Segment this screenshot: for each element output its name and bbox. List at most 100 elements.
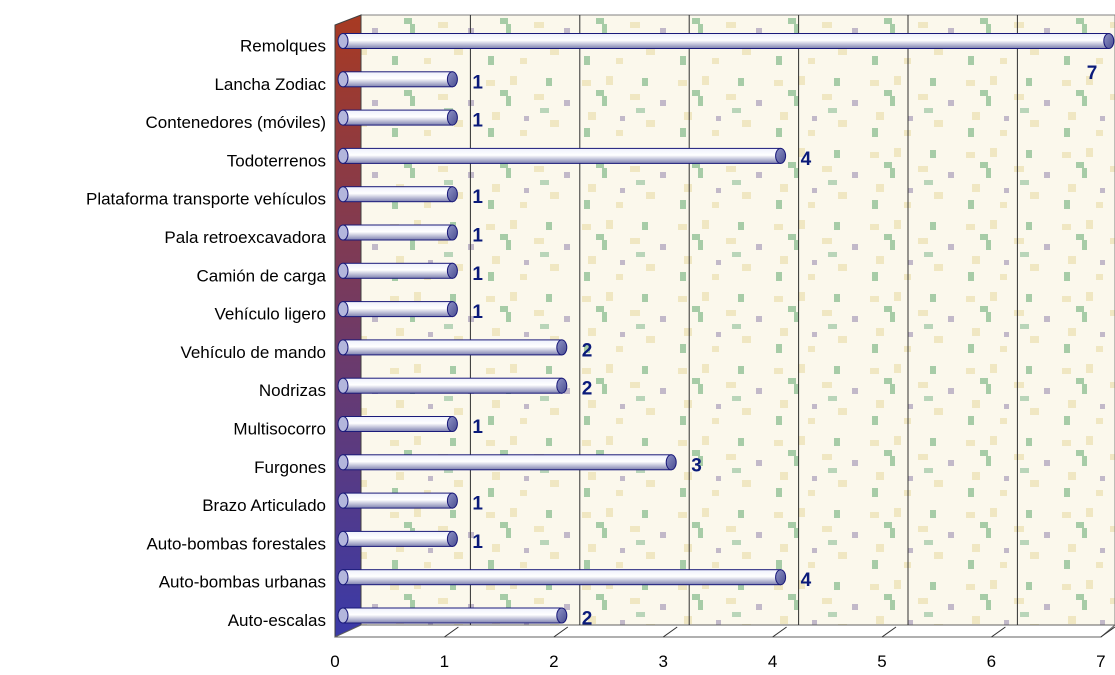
bar — [337, 339, 568, 356]
bar-end-cap — [446, 416, 458, 432]
bar-start-cap — [337, 71, 349, 88]
data-label: 1 — [472, 264, 483, 285]
bar-body — [342, 109, 453, 126]
x-tick-label: 0 — [330, 652, 339, 671]
x-tick-labels: 0 1 2 3 4 5 6 7 — [330, 652, 1105, 671]
bar-body — [342, 186, 453, 203]
data-label: 1 — [472, 494, 483, 515]
category-label: Nodrizas — [259, 381, 326, 400]
bar-end-cap — [556, 377, 568, 394]
data-label: 1 — [472, 302, 483, 323]
bar-body — [342, 607, 563, 624]
bar-body — [342, 262, 453, 279]
bar — [337, 530, 458, 547]
bar-body — [342, 377, 563, 394]
bar — [337, 71, 458, 88]
floor-tick — [553, 626, 569, 638]
bar-start-cap — [337, 569, 349, 586]
data-labels: 7 1 1 4 1 1 1 1 2 2 1 3 1 1 4 2 — [472, 63, 1097, 630]
bar-end-cap — [775, 569, 787, 586]
bar-start-cap — [337, 454, 349, 471]
bar-body — [342, 492, 453, 509]
bar-end-cap — [556, 339, 568, 356]
bar-end-cap — [665, 454, 677, 471]
data-label: 2 — [582, 379, 593, 400]
category-label: Auto-bombas urbanas — [159, 573, 326, 592]
data-label: 4 — [801, 149, 812, 170]
data-label: 7 — [1087, 63, 1098, 84]
bar-start-cap — [337, 530, 349, 547]
category-label: Contenedores (móviles) — [146, 113, 326, 132]
bar-body — [342, 224, 453, 241]
floor-tick — [772, 626, 787, 638]
data-label: 1 — [472, 111, 483, 132]
bar-body — [342, 569, 782, 586]
bar-start-cap — [337, 224, 349, 241]
bar — [337, 301, 458, 318]
bar-body — [342, 339, 563, 356]
bar — [337, 454, 677, 471]
bar-end-cap — [775, 147, 787, 164]
bar — [337, 147, 787, 164]
bar-body — [342, 301, 453, 318]
bar — [337, 607, 568, 624]
bar-end-cap — [446, 530, 458, 547]
bar-start-cap — [337, 33, 349, 49]
bar-start-cap — [337, 186, 349, 203]
bar — [337, 569, 787, 586]
category-label: Pala retroexcavadora — [164, 228, 326, 247]
bar-start-cap — [337, 147, 349, 164]
bar — [337, 224, 458, 241]
bar-end-cap — [446, 109, 458, 126]
gridlines — [444, 15, 1115, 638]
bars — [337, 33, 1115, 624]
bar — [337, 33, 1115, 49]
category-label: Camión de carga — [197, 266, 327, 285]
category-label: Brazo Articulado — [202, 496, 326, 515]
floor-tick — [444, 626, 459, 638]
bar-start-cap — [337, 262, 349, 279]
bar-body — [342, 147, 782, 164]
bar-end-cap — [446, 186, 458, 203]
bar-start-cap — [337, 492, 349, 509]
x-tick-label: 2 — [549, 652, 558, 671]
bar-body — [342, 33, 1110, 49]
category-label: Furgones — [254, 458, 326, 477]
bar — [337, 416, 458, 432]
category-label: Plataforma transporte vehículos — [86, 190, 326, 209]
data-label: 1 — [472, 72, 483, 93]
plot-background — [361, 15, 1115, 625]
bar-body — [342, 416, 453, 432]
category-label: Vehículo ligero — [214, 305, 326, 324]
data-label: 1 — [472, 417, 483, 438]
data-label: 1 — [472, 226, 483, 247]
category-label: Remolques — [240, 36, 326, 55]
floor — [334, 624, 1115, 638]
data-label: 2 — [582, 609, 593, 630]
bar-start-cap — [337, 109, 349, 126]
floor-tick — [881, 626, 897, 638]
bar-end-cap — [446, 492, 458, 509]
bar — [337, 262, 458, 279]
bar-end-cap — [446, 71, 458, 88]
x-tick-label: 6 — [987, 652, 996, 671]
bar-start-cap — [337, 301, 349, 318]
bar — [337, 377, 568, 394]
data-label: 1 — [472, 532, 483, 553]
category-label: Todoterrenos — [227, 151, 326, 170]
x-tick-label: 1 — [440, 652, 449, 671]
bar-body — [342, 530, 453, 547]
floor-tick — [1100, 626, 1115, 638]
bar-end-cap — [446, 301, 458, 318]
bar-end-cap — [1103, 33, 1115, 49]
bar-body — [342, 71, 453, 88]
category-label: Lancha Zodiac — [214, 75, 326, 94]
data-label: 4 — [801, 570, 812, 591]
category-labels: Remolques Lancha Zodiac Contenedores (móvi… — [86, 36, 327, 630]
floor-tick — [991, 626, 1006, 638]
bar-end-cap — [556, 607, 568, 624]
bar — [337, 492, 458, 509]
data-label: 2 — [582, 340, 593, 361]
x-tick-label: 3 — [658, 652, 667, 671]
category-label: Vehículo de mando — [180, 343, 326, 362]
